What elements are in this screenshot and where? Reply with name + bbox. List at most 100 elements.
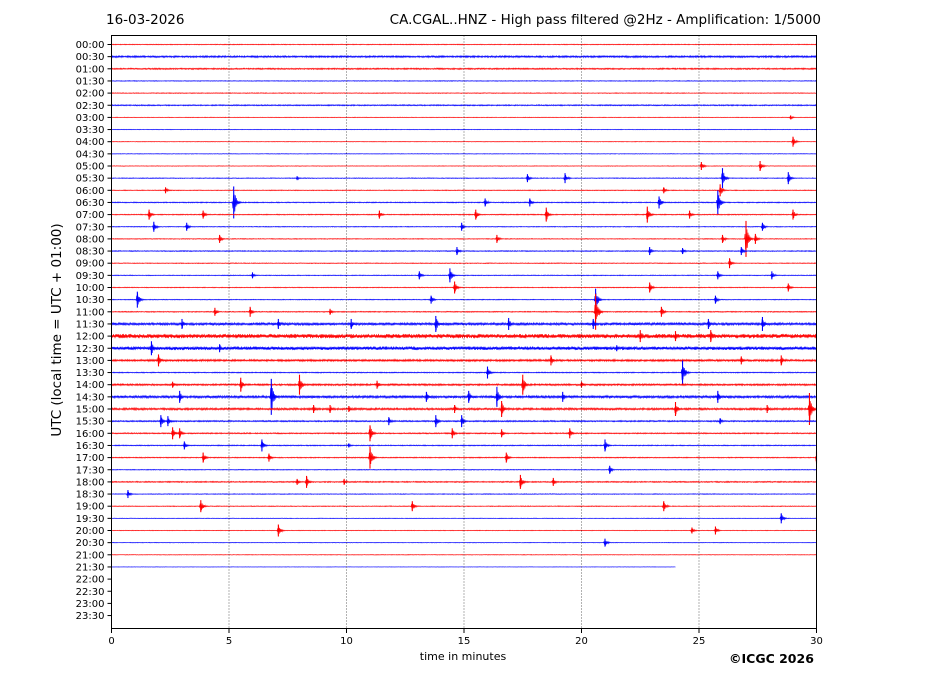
y-tick-label: 14:00 [76,380,105,391]
y-tick-label: 20:00 [76,526,105,537]
trace-row [111,474,817,489]
seismic-trace [111,466,817,473]
seismic-trace [111,193,817,213]
y-tick-label: 02:30 [76,101,105,112]
y-tick-label: 10:00 [76,283,105,294]
y-tick-label: 17:00 [76,453,105,464]
y-tick-label: 13:30 [76,368,105,379]
y-tick-label: 22:30 [76,587,105,598]
x-tick-label: 30 [810,636,823,647]
seismic-trace [111,222,817,231]
seismic-trace [111,153,817,155]
chart-title: CA.CGAL..HNZ - High pass filtered @2Hz -… [389,12,821,28]
trace-row [111,258,817,269]
y-tick-label: 04:30 [76,149,105,160]
y-tick-label: 00:30 [76,52,105,63]
trace-row [111,513,817,524]
y-tick-label: 18:00 [76,477,105,488]
seismic-trace [111,416,817,426]
y-tick-label: 05:00 [76,162,105,173]
trace-row [111,161,817,171]
y-axis-label: UTC (local time = UTC + 01:00) [49,223,65,437]
x-tick-label: 10 [340,636,353,647]
y-tick-label: 12:30 [76,344,105,355]
trace-row [111,186,817,219]
trace-row [111,425,817,442]
y-tick-label: 18:30 [76,490,105,501]
y-tick-label: 07:00 [76,210,105,221]
trace-row [111,220,817,257]
x-tick-label: 25 [693,636,706,647]
y-tick-label: 11:00 [76,307,105,318]
seismic-trace [111,491,817,498]
trace-row [111,184,817,197]
seismic-trace [111,258,817,268]
y-tick-label: 23:30 [76,611,105,622]
seismic-trace [111,270,817,280]
y-tick-label: 00:00 [76,40,105,51]
y-tick-label: 04:00 [76,137,105,148]
y-tick-label: 08:30 [76,247,105,258]
seismic-trace [111,207,817,221]
y-tick-label: 19:00 [76,502,105,513]
y-tick-label: 01:00 [76,64,105,75]
y-tick-label: 06:00 [76,186,105,197]
y-tick-label: 21:30 [76,562,105,573]
seismic-trace [111,476,817,488]
trace-row [111,247,817,256]
trace-row [111,206,817,223]
y-tick-label: 03:00 [76,113,105,124]
trace-row [111,500,817,513]
y-tick-label: 05:30 [76,174,105,185]
grid-layer [228,35,700,629]
trace-row [111,221,817,232]
trace-row [111,439,817,452]
y-tick-label: 08:00 [76,234,105,245]
y-tick-label: 16:00 [76,429,105,440]
copyright-notice: ©ICGC 2026 [729,651,814,666]
y-tick-label: 17:30 [76,465,105,476]
chart-date: 16-03-2026 [106,12,185,28]
y-tick-label: 02:00 [76,89,105,100]
x-axis-label: time in minutes [419,650,507,663]
y-tick-label: 19:30 [76,514,105,525]
x-tick-label: 20 [575,636,588,647]
y-tick-label: 03:30 [76,125,105,136]
trace-row [111,490,817,499]
trace-row [111,168,817,189]
y-tick-label: 12:00 [76,332,105,343]
y-tick-label: 13:00 [76,356,105,367]
x-tick-label: 15 [458,636,471,647]
seismic-trace [111,426,817,439]
y-tick-label: 09:30 [76,271,105,282]
y-tick-label: 01:30 [76,76,105,87]
trace-row [111,393,817,425]
seismic-trace [111,385,817,411]
x-tick-label: 0 [108,636,114,647]
y-tick-label: 11:30 [76,319,105,330]
trace-row [111,268,817,283]
trace-row [111,415,817,428]
y-tick-label: 10:30 [76,295,105,306]
seismic-trace [111,228,817,250]
trace-row [111,465,817,474]
y-tick-label: 23:00 [76,599,105,610]
y-tick-label: 06:30 [76,198,105,209]
y-tick-label: 21:00 [76,550,105,561]
y-tick-label: 16:30 [76,441,105,452]
y-tick-label: 14:30 [76,392,105,403]
seismic-trace [111,502,817,511]
seismic-trace [111,187,817,194]
y-tick-label: 15:00 [76,405,105,416]
trace-row [111,153,817,155]
seismic-trace [111,397,817,422]
y-tick-label: 09:00 [76,259,105,270]
seismic-trace [111,248,817,255]
seismic-trace [111,172,817,185]
y-tick-label: 22:00 [76,575,105,586]
seismic-trace [111,162,817,170]
seismic-trace [111,513,817,521]
x-tick-label: 5 [226,636,232,647]
